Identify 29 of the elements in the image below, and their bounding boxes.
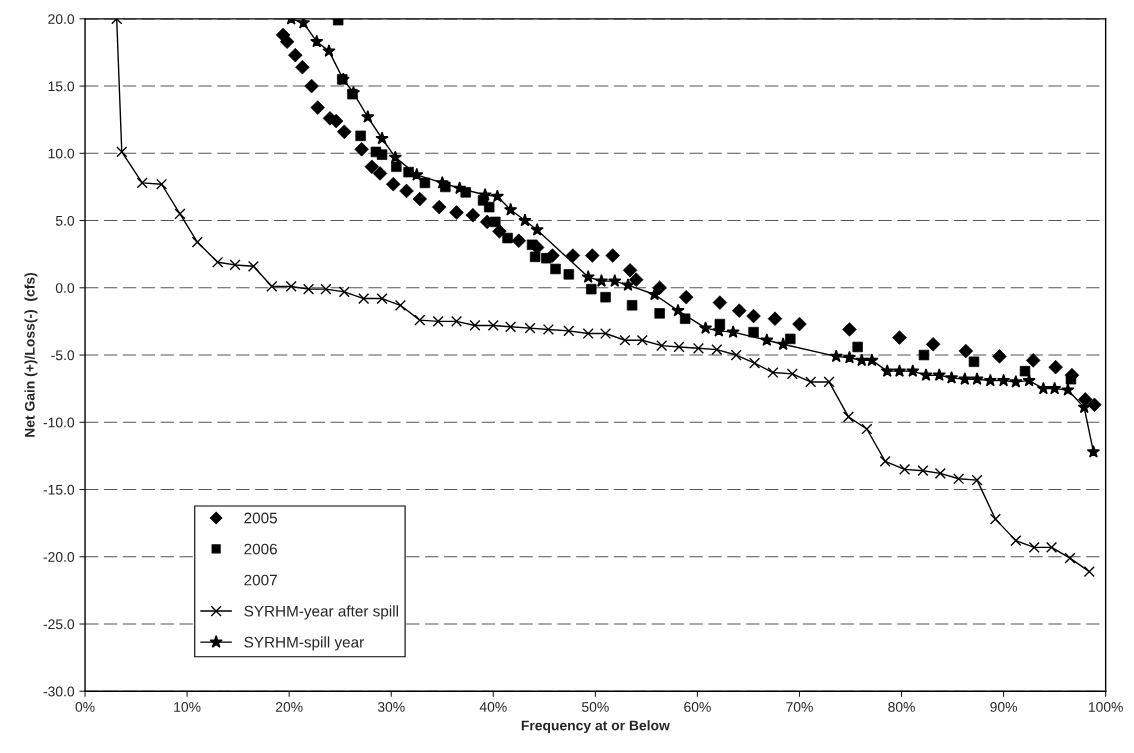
x-tick-label: 0% — [75, 702, 95, 712]
y-tick-label: 10.0 — [48, 148, 75, 159]
y-tick-label: -10.0 — [43, 417, 75, 428]
y-tick-label: -30.0 — [43, 686, 75, 697]
legend-label: 2007 — [244, 574, 277, 586]
x-axis-title: Frequency at or Below — [521, 720, 670, 734]
legend-label: SYRHM-year after spill — [244, 605, 398, 620]
x-tick-label: 60% — [684, 702, 711, 712]
x-tick-label: 70% — [786, 702, 813, 712]
x-tick-label: 80% — [888, 702, 915, 712]
x-tick-label: 10% — [174, 702, 201, 712]
x-tick-label: 40% — [479, 702, 507, 712]
y-tick-label: 5.0 — [55, 215, 75, 226]
y-tick-label: -5.0 — [51, 350, 75, 361]
legend-label: 2005 — [244, 512, 277, 524]
y-tick-label: 0.0 — [55, 283, 75, 293]
y-tick-label: -15.0 — [43, 484, 75, 495]
y-tick-label: 15.0 — [48, 81, 75, 92]
x-tick-label: 20% — [275, 702, 303, 712]
legend-label: 2006 — [244, 543, 277, 555]
x-tick-label: 90% — [990, 702, 1017, 712]
y-tick-label: 20.0 — [48, 14, 75, 24]
y-tick-label: -25.0 — [43, 619, 75, 630]
y-tick-label: -20.0 — [43, 552, 75, 562]
x-tick-label: 100% — [1088, 702, 1123, 712]
x-tick-label: 50% — [582, 702, 609, 712]
legend-label: SYRHM-spill year — [244, 636, 364, 651]
y-axis-title: Net Gain (+)/Loss(-) (cfs) — [24, 272, 38, 437]
x-tick-label: 30% — [377, 702, 405, 712]
